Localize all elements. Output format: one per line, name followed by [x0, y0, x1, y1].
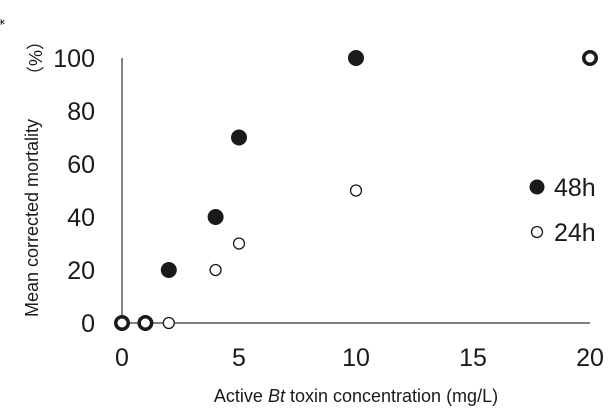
- data-point-24h: [114, 315, 130, 331]
- y-axis-unit: （%）: [26, 32, 46, 84]
- x-tick-label: 10: [342, 344, 370, 372]
- legend-marker-24h: [530, 225, 544, 239]
- data-point-24h: [137, 315, 153, 331]
- chart-axes: [121, 58, 590, 324]
- x-tick-label: 0: [115, 344, 129, 372]
- x-tick-labels: 0 5 10 15 20: [115, 344, 604, 372]
- data-points: [114, 50, 598, 331]
- data-point-48h: [160, 262, 177, 278]
- y-tick-label: 20: [67, 257, 95, 285]
- x-axis-title: Active Bt toxin concentration (mg/L): [214, 386, 498, 406]
- y-tick-label: 100: [53, 45, 95, 73]
- y-tick-labels: 0 20 40 60 80 100: [53, 45, 95, 338]
- data-point-48h: [231, 129, 247, 146]
- legend-marker-48h: [529, 179, 545, 195]
- x-tick-label: 15: [459, 344, 487, 372]
- legend: 48h 24h: [529, 174, 596, 247]
- data-point-48h: [348, 50, 364, 66]
- y-tick-label: 80: [67, 98, 95, 126]
- x-tick-label: 20: [576, 344, 604, 372]
- y-axis-title: Mean corrected mortality: [22, 119, 42, 317]
- data-point-24h: [162, 316, 175, 330]
- legend-label-24h: 24h: [554, 219, 596, 247]
- data-point-24h: [232, 237, 246, 250]
- y-axis-asterisk: *: [0, 19, 14, 25]
- y-tick-label: 60: [67, 151, 95, 179]
- data-point-24h: [582, 50, 598, 66]
- y-tick-label: 0: [81, 310, 95, 338]
- data-point-48h: [207, 209, 224, 225]
- data-point-24h: [349, 184, 363, 197]
- data-point-24h: [209, 263, 222, 277]
- y-tick-label: 40: [67, 204, 95, 232]
- legend-label-48h: 48h: [554, 174, 596, 202]
- x-tick-label: 5: [232, 344, 246, 372]
